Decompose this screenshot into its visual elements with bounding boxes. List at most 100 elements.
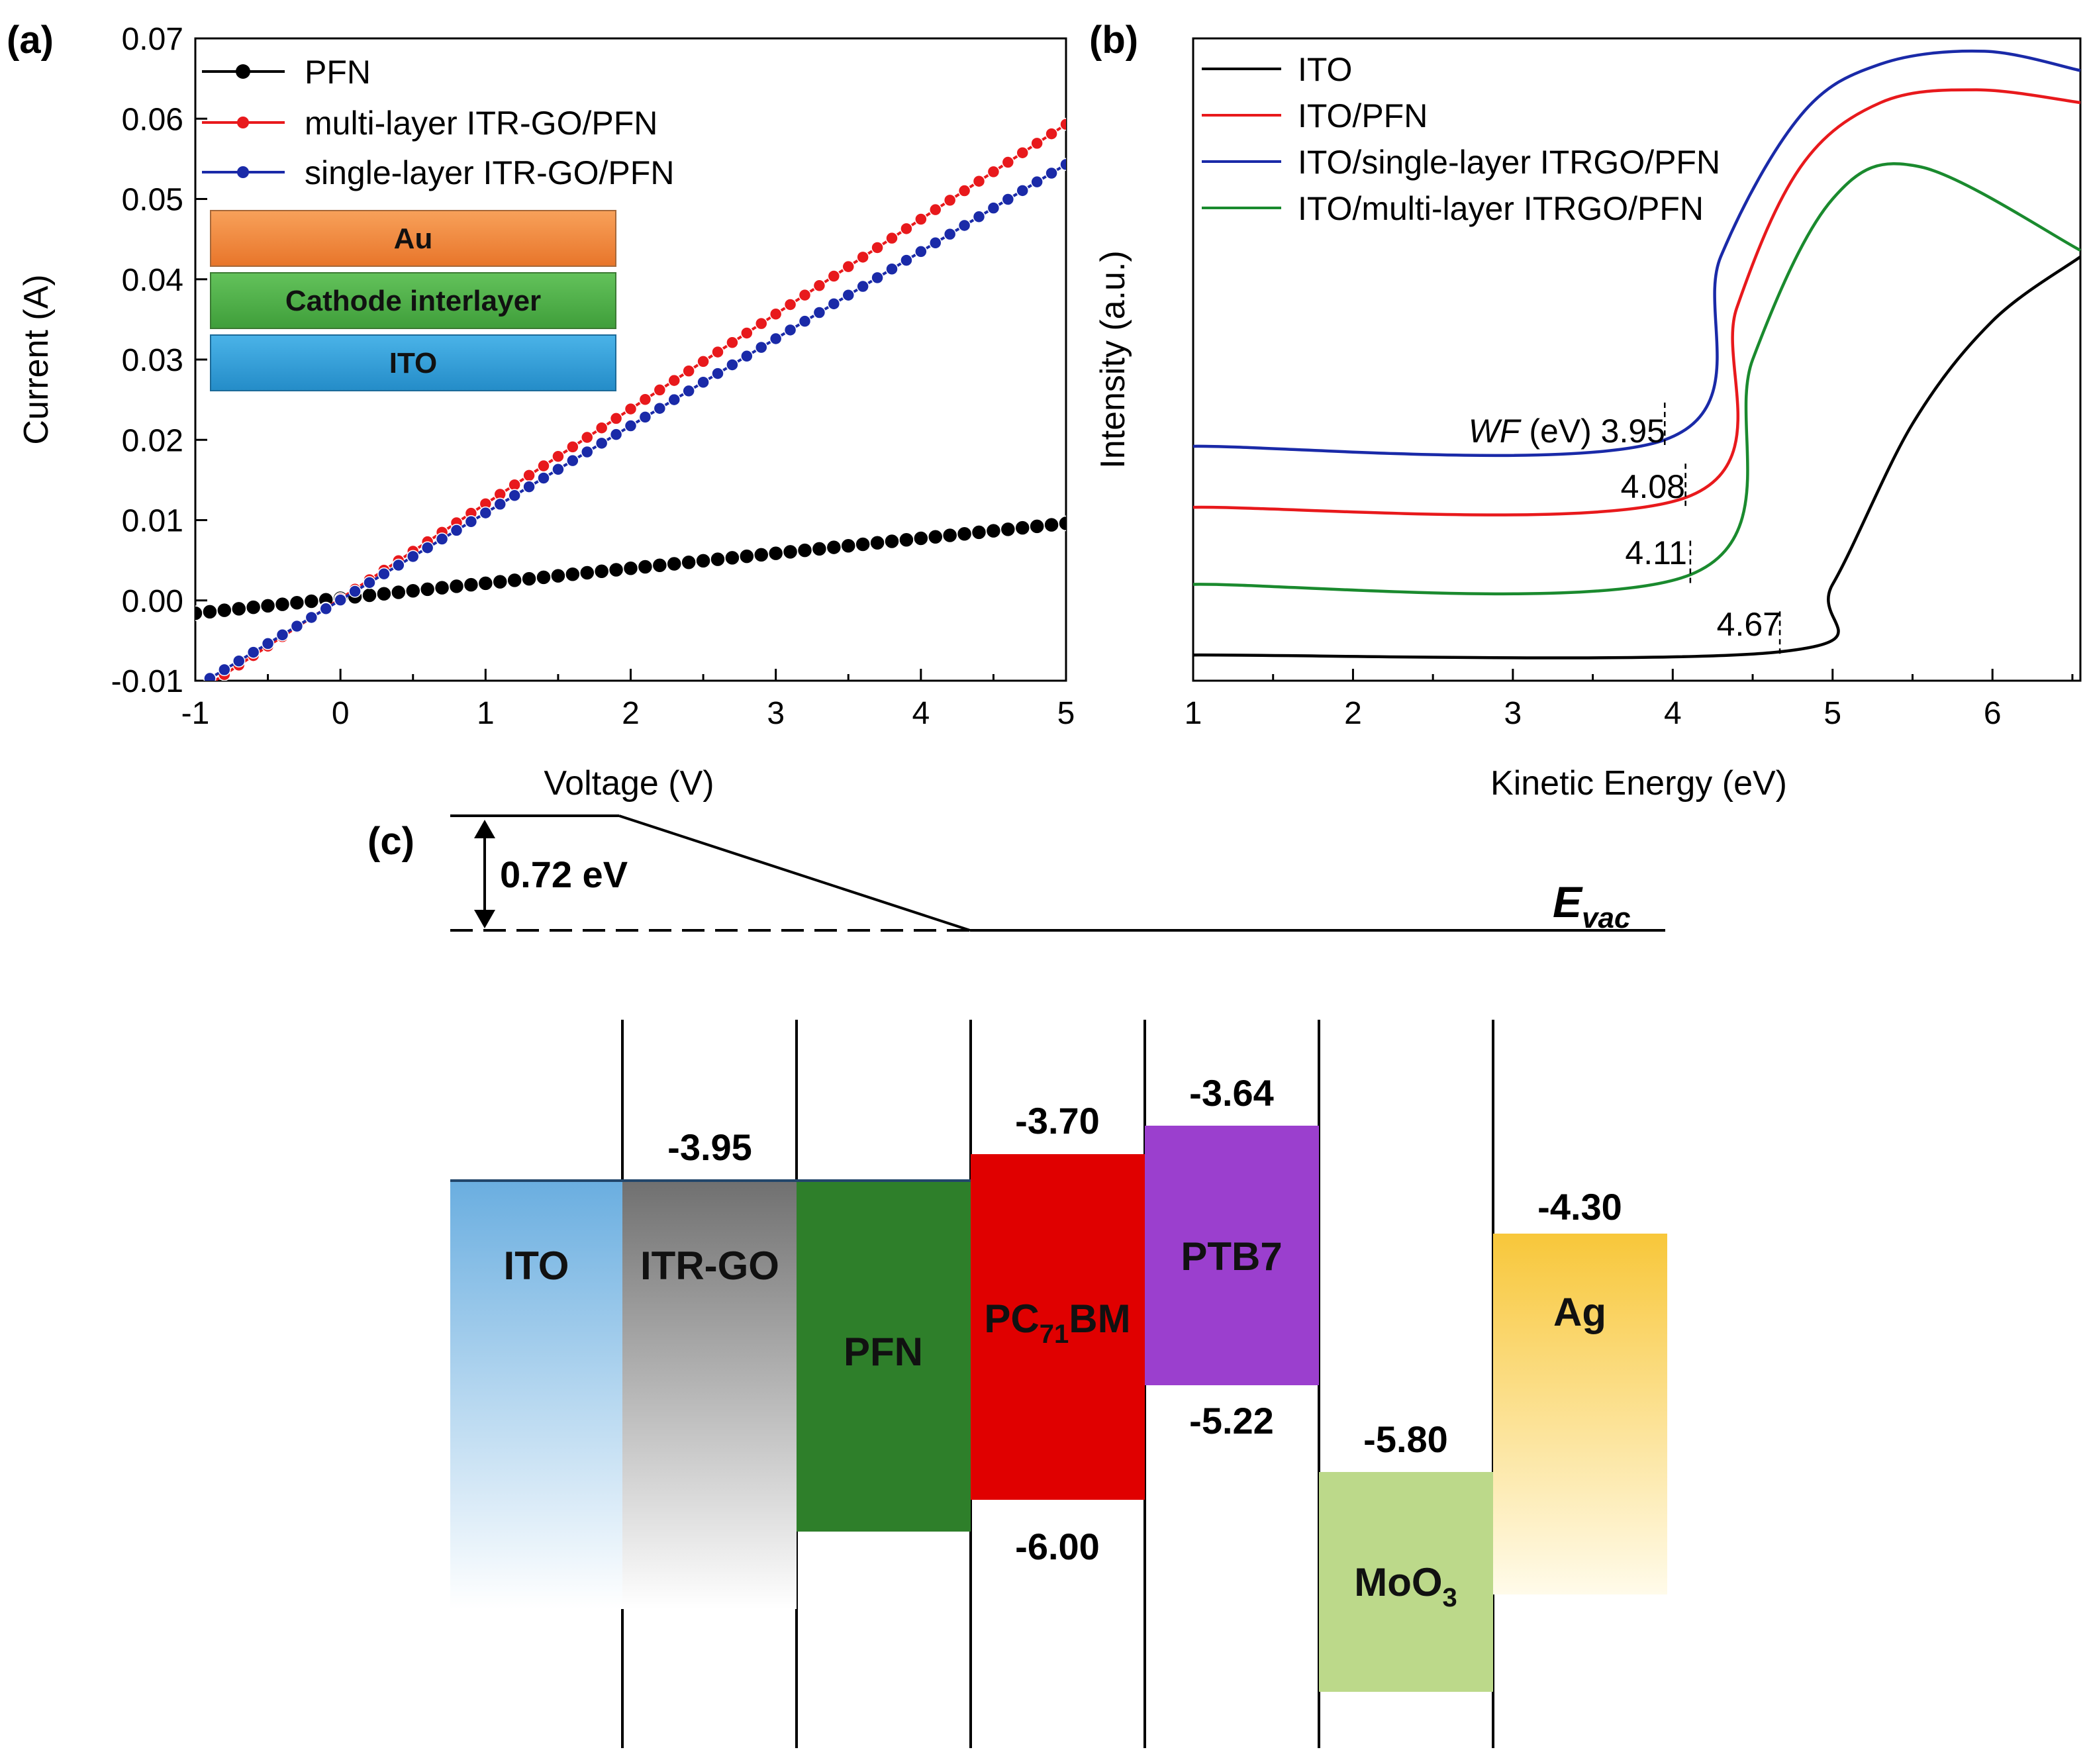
- data-point: [392, 558, 405, 572]
- data-point: [1016, 146, 1029, 160]
- data-point: [884, 533, 900, 550]
- data-point: [305, 611, 318, 624]
- data-point: [522, 469, 536, 482]
- level-ag: [1493, 1234, 1667, 1594]
- panel-b-ylabel: Intensity (a.u.): [1094, 250, 1132, 468]
- level-ag-top-value: -4.30: [1537, 1186, 1622, 1228]
- data-point: [1030, 175, 1044, 189]
- data-point: [842, 260, 855, 273]
- series-1: [195, 515, 1066, 621]
- data-point: [450, 524, 463, 537]
- data-point: [767, 545, 784, 562]
- x-tick-label: 6: [1984, 696, 2002, 731]
- x-tick-label: 1: [1185, 696, 1202, 731]
- legend-label-ito-single: ITO/single-layer ITRGO/PFN: [1298, 144, 1720, 181]
- data-point: [681, 554, 697, 570]
- level-itr-go: [622, 1181, 797, 1609]
- data-point: [566, 454, 579, 467]
- data-point: [856, 279, 869, 293]
- data-point: [797, 542, 813, 558]
- data-point: [653, 383, 667, 397]
- pc71bm-tail: BM: [1069, 1297, 1130, 1341]
- panel-a-series: [195, 117, 1066, 681]
- panel-c-label: (c): [367, 820, 414, 863]
- data-point: [811, 541, 828, 557]
- data-point: [697, 375, 710, 389]
- data-point: [928, 528, 944, 545]
- data-point: [274, 596, 291, 612]
- legend-label-ito: ITO: [1298, 51, 1352, 88]
- moo3-main: MoO: [1354, 1560, 1442, 1604]
- data-point: [929, 203, 942, 217]
- data-point: [565, 566, 581, 583]
- wf-annotation-395: WF (eV) 3.95: [1469, 413, 1665, 450]
- wf-value-467: 4.67: [1717, 606, 1781, 643]
- data-point: [755, 317, 768, 330]
- data-point: [566, 440, 579, 454]
- panel-a-label: (a): [7, 19, 54, 62]
- data-point: [624, 402, 638, 416]
- y-tick-label: 0.04: [122, 263, 183, 298]
- level-ptb7-top-value: -3.64: [1189, 1072, 1274, 1114]
- wf-prefix: WF: [1469, 413, 1522, 450]
- panel-b-ticks: 1 2 3 4 5 6: [1185, 669, 2074, 731]
- data-point: [798, 315, 812, 328]
- vacuum-shift-label: 0.72 eV: [500, 854, 628, 895]
- data-point: [826, 539, 842, 556]
- data-point: [638, 393, 652, 406]
- series-curve-1: [1192, 255, 2082, 660]
- panel-a-legend: PFN multi-layer ITR-GO/PFN single-layer …: [202, 54, 674, 191]
- data-point: [711, 345, 724, 359]
- legend-label-multi: multi-layer ITR-GO/PFN: [305, 105, 657, 142]
- legend-label-ito-pfn: ITO/PFN: [1298, 97, 1428, 134]
- level-ito: [450, 1181, 622, 1609]
- x-tick-label: 3: [767, 696, 785, 731]
- data-point: [1059, 158, 1066, 172]
- x-tick-label: 4: [1664, 696, 1682, 731]
- data-point: [914, 213, 928, 226]
- wf-value-411: 4.11: [1625, 534, 1687, 571]
- evac-sub: vac: [1582, 902, 1630, 934]
- level-pc71bm: [971, 1154, 1145, 1500]
- y-tick-label: 0.05: [122, 183, 183, 218]
- data-point: [637, 559, 654, 575]
- level-ag-label: Ag: [1553, 1290, 1606, 1334]
- y-tick-label: 0.02: [122, 423, 183, 458]
- data-point: [1001, 193, 1015, 206]
- data-point: [753, 547, 769, 563]
- legend-marker-pfn: [236, 64, 250, 79]
- data-point: [726, 336, 739, 350]
- series-curve-4: [1192, 162, 2082, 596]
- vacuum-level-slope: [618, 814, 971, 932]
- data-point: [943, 193, 957, 207]
- data-point: [218, 663, 231, 677]
- level-moo3-top-value: -5.80: [1363, 1418, 1448, 1460]
- data-point: [985, 522, 1002, 539]
- data-point: [1000, 521, 1016, 538]
- panel-a-ticks: -1 0 1 2 3 4 5 -0.01 0.00 0.01 0.02 0.03 0.04 0.05 0.0…: [111, 22, 1075, 731]
- data-point: [376, 585, 392, 602]
- data-point: [609, 412, 623, 425]
- y-tick-label: 0.03: [122, 343, 183, 378]
- level-itr-go-top-value: -3.95: [667, 1126, 752, 1168]
- x-tick-label: 5: [1057, 696, 1075, 731]
- data-point: [448, 578, 465, 595]
- data-point: [1045, 127, 1058, 140]
- panel-a: (a) -1 0 1 2 3 4 5 -0.01 0.00 0.01 0.02 0.03 0.04 0.0…: [7, 19, 1075, 803]
- data-point: [666, 556, 682, 572]
- data-point: [479, 506, 493, 520]
- data-point: [914, 245, 928, 258]
- y-tick-label: 0.06: [122, 102, 183, 137]
- data-point: [638, 411, 652, 424]
- data-point: [232, 654, 246, 667]
- data-point: [552, 450, 565, 463]
- data-point: [435, 532, 449, 546]
- inset-label-au: Au: [394, 222, 433, 255]
- y-tick-label: 0.00: [122, 584, 183, 619]
- data-point: [1058, 515, 1066, 532]
- y-tick-label: 0.07: [122, 22, 183, 57]
- data-point: [885, 231, 899, 245]
- inset-layer-ito: [210, 334, 616, 391]
- legend-label-single: single-layer ITR-GO/PFN: [305, 154, 674, 191]
- panel-b: (b) 1 2 3 4 5 6 Kinetic Energy (eV) Intensity…: [1089, 19, 2082, 803]
